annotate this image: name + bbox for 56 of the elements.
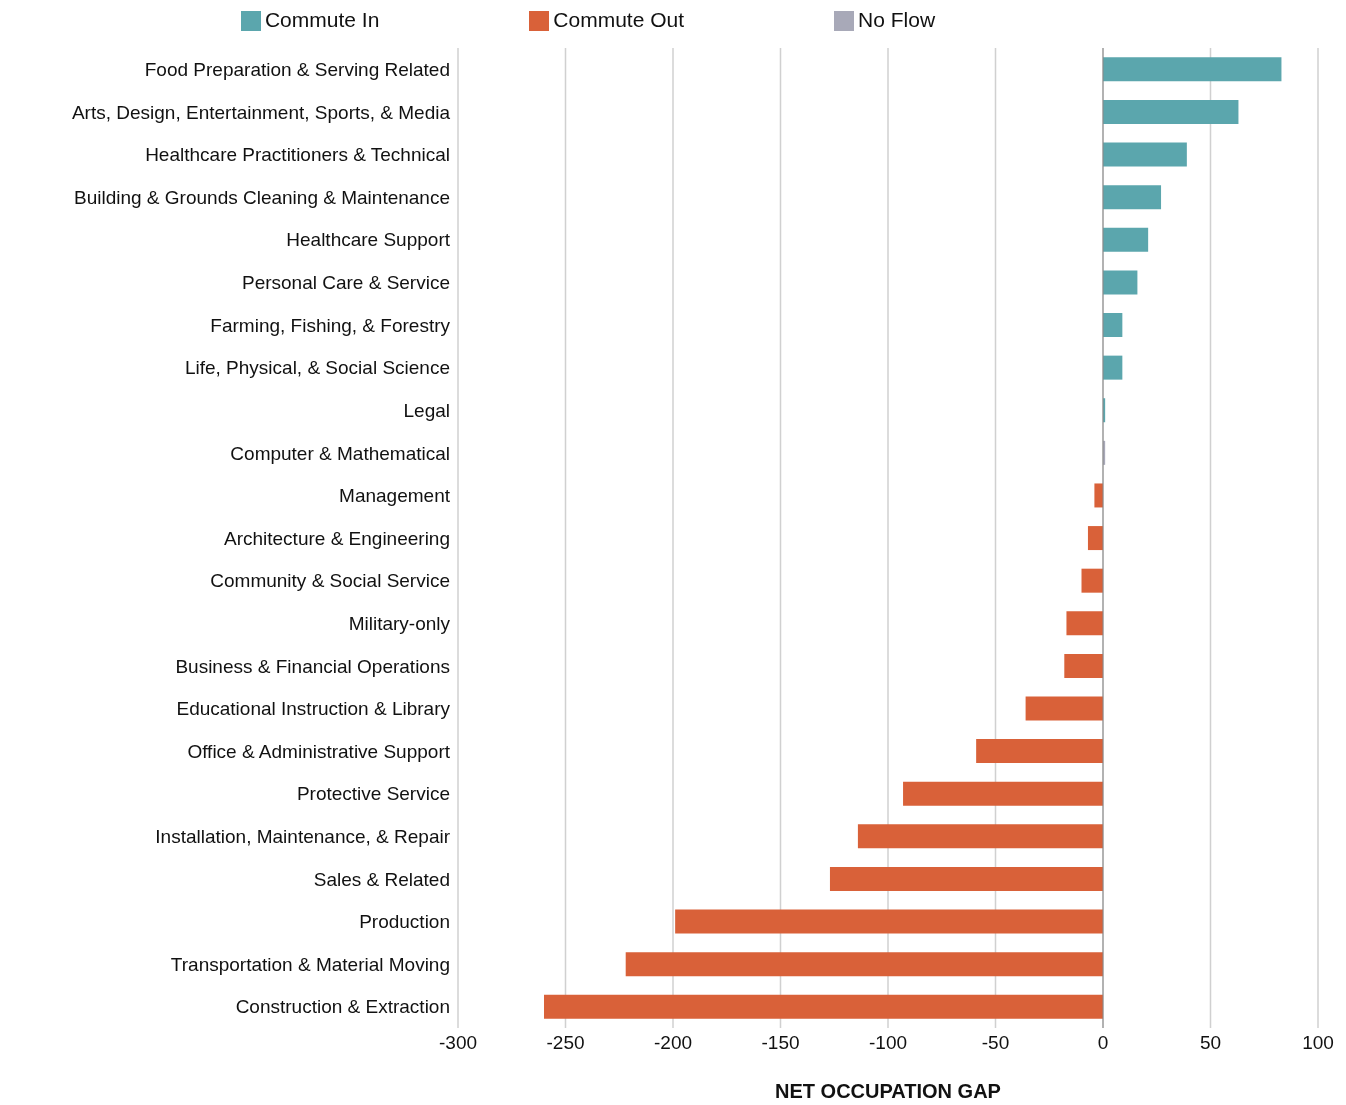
y-tick-label: Military-only (348, 612, 451, 634)
y-tick-label: Farming, Fishing, & Forestry (210, 314, 451, 336)
y-tick-label: Educational Instruction & Library (176, 698, 451, 720)
y-tick-label: Building & Grounds Cleaning & Maintenance (73, 186, 450, 208)
x-axis-title: NET OCCUPATION GAP (775, 1080, 1001, 1102)
bar (1103, 142, 1187, 167)
y-tick-label: Protective Service (296, 783, 450, 805)
bar (625, 952, 1103, 977)
x-tick-label: -250 (546, 1032, 585, 1054)
legend-label: Commute In (264, 8, 380, 31)
y-tick-label: Management (339, 485, 451, 507)
bar (1081, 568, 1103, 593)
x-tick-label: -300 (438, 1032, 478, 1054)
y-tick-label: Food Preparation & Serving Related (144, 59, 450, 81)
x-tick-label: 100 (1302, 1032, 1334, 1054)
y-tick-label: Life, Physical, & Social Science (184, 357, 450, 379)
bar (1103, 185, 1162, 210)
y-tick-label: Arts, Design, Entertainment, Sports, & Media (71, 101, 451, 123)
y-tick-label: Business & Financial Operations (175, 655, 450, 677)
bar (976, 739, 1103, 764)
x-tick-label: -150 (761, 1032, 800, 1054)
bar (1103, 313, 1123, 338)
x-tick-label: -50 (981, 1032, 1010, 1054)
bar (1025, 696, 1103, 721)
y-tick-label: Installation, Maintenance, & Repair (155, 826, 451, 848)
bar (903, 781, 1103, 806)
legend-label: No Flow (858, 8, 936, 31)
y-tick-label: Healthcare Practitioners & Technical (145, 144, 450, 166)
bar (1064, 653, 1103, 678)
x-tick-label: 50 (1199, 1032, 1222, 1054)
x-tick-label: -200 (653, 1032, 693, 1054)
y-tick-label: Personal Care & Service (241, 272, 450, 294)
y-tick-label: Sales & Related (313, 868, 450, 890)
x-tick-label: -100 (868, 1032, 908, 1054)
y-tick-label: Community & Social Service (210, 570, 450, 592)
y-tick-label: Computer & Mathematical (230, 442, 450, 464)
y-tick-label: Production (359, 911, 450, 933)
bar (1087, 526, 1103, 551)
y-tick-label: Healthcare Support (286, 229, 451, 251)
bar (1066, 611, 1103, 636)
bar (1103, 99, 1239, 124)
y-tick-label: Architecture & Engineering (223, 527, 450, 549)
bar (1103, 57, 1282, 82)
bar (1103, 355, 1123, 380)
bar (1103, 270, 1138, 295)
y-tick-label: Construction & Extraction (235, 996, 450, 1018)
legend-label: Commute Out (553, 8, 685, 31)
bar (857, 824, 1103, 849)
y-tick-label: Transportation & Material Moving (170, 953, 450, 975)
y-tick-label: Office & Administrative Support (187, 740, 451, 762)
x-tick-label: 0 (1097, 1032, 1109, 1054)
bar (1103, 227, 1149, 252)
y-tick-label: Legal (403, 399, 450, 421)
bar (829, 866, 1103, 891)
bar (675, 909, 1103, 934)
bar (544, 994, 1103, 1019)
